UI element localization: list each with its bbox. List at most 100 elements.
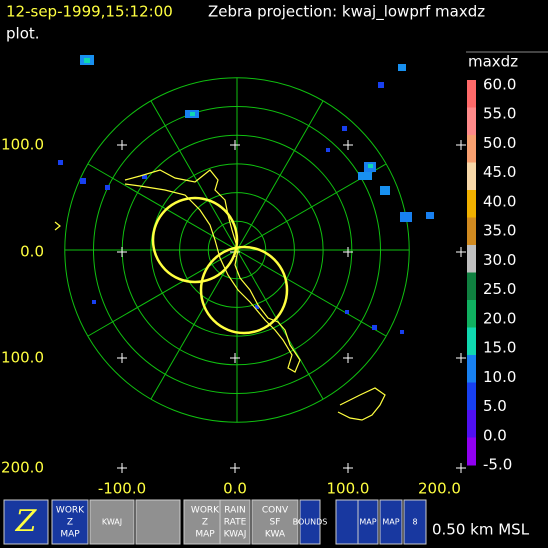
button-label: Z: [202, 518, 208, 528]
button-face: [335, 499, 359, 545]
colorbar-swatch: [467, 245, 476, 273]
button-label: RAIN: [224, 506, 245, 516]
button-face: [251, 499, 299, 545]
colorbar-swatch: [467, 272, 476, 301]
echo: [58, 160, 63, 165]
echo: [358, 172, 372, 180]
grid-cross: [117, 463, 127, 473]
echo: [326, 148, 330, 152]
toolbar-button[interactable]: CONV SF KWA: [251, 499, 299, 545]
echo: [380, 186, 390, 195]
grid-cross: [230, 463, 240, 473]
echo: [398, 64, 406, 71]
colorbar-swatch: [467, 300, 476, 328]
grid-cross: [117, 353, 127, 363]
button-face: [3, 499, 49, 545]
x-tick-label: 200.0: [418, 480, 461, 498]
colorbar-label: 50.0: [483, 134, 516, 152]
grid-cross: [343, 140, 353, 150]
title-cont: plot.: [6, 25, 40, 43]
button-label: SF: [270, 518, 281, 528]
y-tick-label: 0.0: [20, 243, 44, 261]
colorbar-label: 20.0: [483, 309, 516, 327]
colorbar-label: 10.0: [483, 368, 516, 386]
echo: [345, 310, 349, 314]
grid-cross: [456, 140, 466, 150]
colorbar-swatch: [467, 437, 476, 466]
colorbar-swatch: [467, 355, 476, 383]
button-face: [51, 499, 89, 545]
button-face: [299, 499, 321, 545]
colorbar-title: maxdz: [468, 53, 518, 71]
grid-cross: [117, 247, 127, 257]
button-label: KWAJ: [224, 530, 247, 540]
grid-cross: [456, 353, 466, 363]
colorbar-swatch: [467, 410, 476, 438]
y-tick-label: 100.0: [1, 349, 44, 367]
echo: [255, 305, 259, 309]
colorbar: 60.0 55.0 50.0 45.0 40.0 35.0 30.0 25.0 20.0 15.0…: [467, 76, 516, 474]
echo: [92, 300, 96, 304]
grid-cross: [456, 247, 466, 257]
button-face: [403, 499, 427, 545]
echo: [400, 212, 412, 222]
colorbar-swatch: [467, 135, 476, 163]
title: Zebra projection: kwaj_lowprf maxdz: [208, 3, 485, 22]
toolbar-button[interactable]: [335, 499, 359, 545]
echo: [80, 178, 86, 184]
toolbar-button[interactable]: WORK Z MAP: [51, 499, 89, 545]
colorbar-label: -5.0: [483, 456, 512, 474]
button-label: 8: [412, 518, 417, 527]
toolbar-button[interactable]: WORK Z MAP: [183, 499, 227, 545]
echo: [426, 212, 434, 219]
toolbar-button[interactable]: [135, 499, 181, 545]
axis-labels: -100.0 0.0 100.0 200.0 100.0 0.0 100.0 200.0: [1, 136, 461, 498]
grid-cross: [230, 140, 240, 150]
grid-cross: [343, 247, 353, 257]
echo: [400, 330, 404, 334]
grid-cross: [343, 463, 353, 473]
button-face: [379, 499, 403, 545]
x-tick-label: 0.0: [223, 480, 247, 498]
button-label: KWA: [265, 530, 286, 540]
colorbar-swatch: [467, 327, 476, 356]
toolbar-button[interactable]: 8: [403, 499, 427, 545]
echo: [342, 126, 347, 131]
button-face: [135, 499, 181, 545]
colorbar-swatch: [467, 217, 476, 246]
timestamp: 12-sep-1999,15:12:00: [6, 3, 173, 21]
y-tick-label: 200.0: [1, 459, 44, 477]
range-ring: [64, 77, 410, 423]
button-label: BOUNDS: [293, 518, 328, 527]
colorbar-swatch: [467, 162, 476, 191]
colorbar-label: 0.0: [483, 426, 507, 444]
toolbar-button[interactable]: Z: [3, 499, 49, 545]
toolbar-button[interactable]: BOUNDS: [293, 499, 328, 545]
colorbar-label: 30.0: [483, 251, 516, 269]
colorbar-label: 55.0: [483, 105, 516, 123]
toolbar-button[interactable]: MAP: [357, 499, 379, 545]
echo: [105, 185, 110, 190]
button-label: MAP: [359, 518, 376, 527]
colorbar-swatch: [467, 190, 476, 218]
toolbar-button[interactable]: RAIN RATE KWAJ: [219, 499, 251, 545]
button-label: KWAJ: [102, 518, 122, 527]
colorbar-label: 35.0: [483, 222, 516, 240]
echo: [368, 164, 373, 168]
colorbar-label: 5.0: [483, 397, 507, 415]
echo: [372, 325, 377, 330]
colorbar-swatch: [467, 80, 476, 108]
button-label: MAP: [60, 530, 80, 540]
echo: [142, 175, 147, 179]
button-label: MAP: [382, 518, 399, 527]
x-tick-label: -100.0: [98, 480, 146, 498]
echo: [378, 82, 384, 88]
toolbar-button[interactable]: MAP: [379, 499, 403, 545]
toolbar-button[interactable]: KWAJ: [89, 499, 135, 545]
button-label: MAP: [195, 530, 215, 540]
y-tick-label: 100.0: [1, 136, 44, 154]
colorbar-label: 60.0: [483, 76, 516, 94]
echo: [84, 58, 90, 63]
